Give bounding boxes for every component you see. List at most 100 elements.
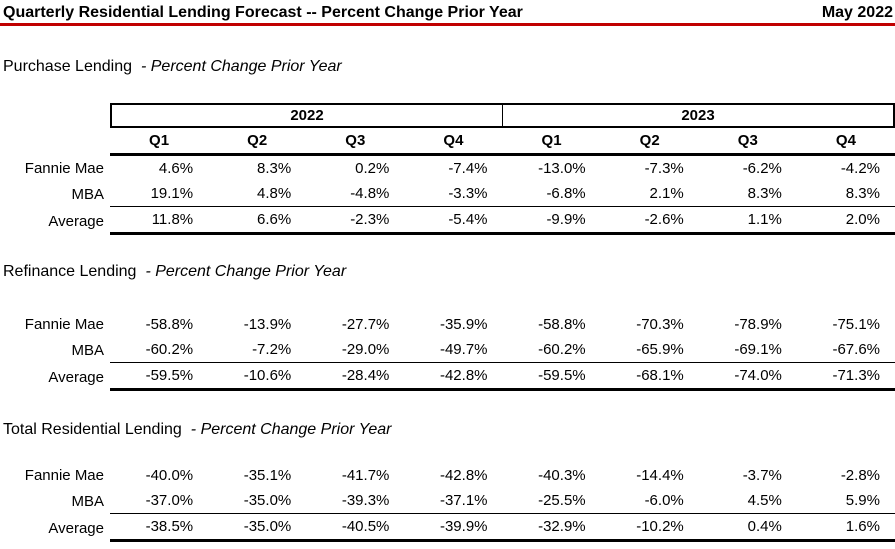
quarter-header: Q4 [835,132,856,149]
quarter-header-row: Q1 Q2 Q3 Q4 Q1 Q2 Q3 Q4 [0,128,895,156]
quarter-header: Q4 [443,132,464,149]
data-cell: -42.8% [439,367,488,384]
data-cell: -3.3% [448,185,488,202]
data-cell: -3.7% [742,467,782,484]
data-cell: 8.3% [747,185,782,202]
quarter-header: Q2 [247,132,268,149]
table-row-fannie-mae: Fannie Mae 4.6% 8.3% 0.2% -7.4% -13.0% -… [0,156,895,181]
quarter-header: Q3 [345,132,366,149]
data-cell: -6.0% [644,492,684,509]
section-name: Refinance Lending [3,263,137,280]
data-cell: 0.2% [355,160,390,177]
data-cell: -5.4% [448,211,488,228]
data-cell: -13.9% [243,316,292,333]
data-cell: -75.1% [832,316,880,333]
data-cell: 4.5% [747,492,782,509]
data-cell: -70.3% [636,316,684,333]
table-row-fannie-mae: Fannie Mae -40.0% -35.1% -41.7% -42.8% -… [0,463,895,488]
data-cell: -13.0% [538,160,586,177]
data-cell: 8.3% [257,160,292,177]
data-cell: -7.3% [644,160,684,177]
data-cell: -2.3% [350,211,390,228]
data-cell: -68.1% [636,367,684,384]
table-row-average: Average 11.8% 6.6% -2.3% -5.4% -9.9% -2.… [0,207,895,235]
data-cell: -40.0% [145,467,194,484]
data-cell: -6.2% [742,160,782,177]
data-cell: -59.5% [145,367,194,384]
data-cell: -69.1% [734,341,782,358]
data-cell: -58.8% [538,316,586,333]
data-cell: -37.0% [145,492,194,509]
section-heading-total: Total Residential Lending - Percent Chan… [0,420,895,440]
year-header-2023: 2023 [503,103,895,128]
data-cell: -7.2% [252,341,292,358]
data-cell: 6.6% [257,211,292,228]
data-cell: -28.4% [341,367,390,384]
quarter-header: Q2 [639,132,660,149]
data-cell: -60.2% [145,341,194,358]
table-row-mba: MBA -37.0% -35.0% -39.3% -37.1% -25.5% -… [0,488,895,514]
table-row-average: Average -59.5% -10.6% -28.4% -42.8% -59.… [0,363,895,391]
data-cell: -7.4% [448,160,488,177]
data-cell: -32.9% [538,518,586,535]
data-cell: -35.0% [243,518,292,535]
data-cell: 1.6% [845,518,880,535]
data-cell: 0.4% [747,518,782,535]
data-cell: -2.6% [644,211,684,228]
data-cell: -71.3% [832,367,880,384]
row-label: Fannie Mae [24,160,104,177]
data-cell: -49.7% [439,341,488,358]
data-cell: -40.5% [341,518,390,535]
data-cell: -9.9% [546,211,586,228]
data-cell: -27.7% [341,316,390,333]
year-header-2022: 2022 [110,103,503,128]
row-label: Average [48,368,104,386]
data-cell: 2.0% [845,211,880,228]
table-row-mba: MBA -60.2% -7.2% -29.0% -49.7% -60.2% -6… [0,337,895,363]
section-heading-purchase: Purchase Lending - Percent Change Prior … [0,57,895,77]
data-cell: -67.6% [832,341,880,358]
label-spacer [0,128,110,156]
refinance-table: Fannie Mae -58.8% -13.9% -27.7% -35.9% -… [0,312,895,391]
total-table: Fannie Mae -40.0% -35.1% -41.7% -42.8% -… [0,463,895,542]
data-cell: -14.4% [636,467,684,484]
data-cell: -42.8% [439,467,488,484]
data-cell: 19.1% [150,185,194,202]
data-cell: -2.8% [840,467,880,484]
row-label: Fannie Mae [24,316,104,333]
section-subtitle: - Percent Change Prior Year [190,421,392,438]
data-cell: -4.8% [350,185,390,202]
data-cell: -39.3% [341,492,390,509]
data-cell: -41.7% [341,467,390,484]
data-cell: -40.3% [538,467,586,484]
data-cell: -6.8% [546,185,586,202]
table-row-fannie-mae: Fannie Mae -58.8% -13.9% -27.7% -35.9% -… [0,312,895,337]
row-label: Average [48,212,104,230]
section-name: Total Residential Lending [3,421,182,438]
data-cell: -35.9% [439,316,488,333]
row-label: Average [48,519,104,537]
data-cell: -38.5% [145,518,194,535]
section-subtitle: - Percent Change Prior Year [145,263,347,280]
quarter-header: Q1 [541,132,562,149]
report-title: Quarterly Residential Lending Forecast -… [3,4,523,21]
label-spacer [0,103,110,128]
report-header: Quarterly Residential Lending Forecast -… [0,0,895,26]
data-cell: 4.6% [158,160,194,177]
row-label: Fannie Mae [24,467,104,484]
data-cell: -37.1% [439,492,488,509]
data-cell: -35.1% [243,467,292,484]
report-date: May 2022 [821,4,893,21]
purchase-table: 2022 2023 Q1 Q2 Q3 Q4 Q1 Q2 Q3 Q4 Fannie… [0,103,895,235]
section-heading-refinance: Refinance Lending - Percent Change Prior… [0,262,895,282]
data-cell: -25.5% [538,492,586,509]
data-cell: -59.5% [538,367,586,384]
quarter-header: Q1 [149,132,170,149]
data-cell: 11.8% [151,211,194,228]
data-cell: 8.3% [845,185,880,202]
row-label: MBA [71,341,104,359]
data-cell: 1.1% [747,211,782,228]
data-cell: -10.2% [636,518,684,535]
data-cell: -29.0% [341,341,390,358]
